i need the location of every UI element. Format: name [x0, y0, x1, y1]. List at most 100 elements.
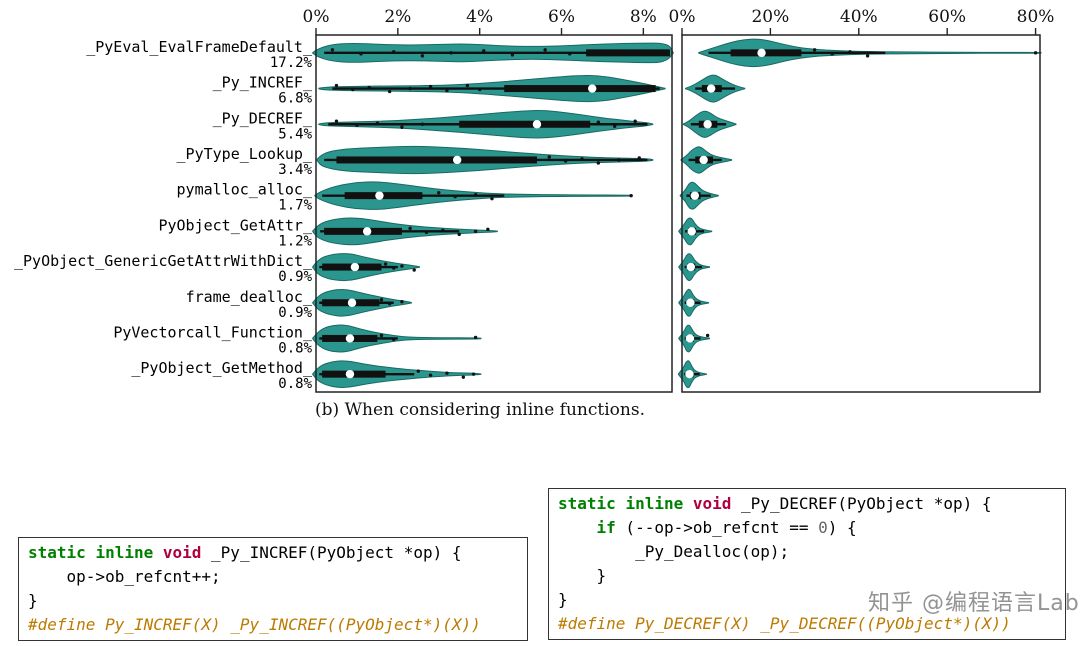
row-label-percent: 17.2% — [270, 55, 313, 71]
median-dot — [362, 227, 372, 236]
box-bar — [504, 85, 656, 93]
median-dot — [690, 191, 700, 200]
code-token: } — [28, 591, 38, 610]
data-point-dot — [445, 88, 449, 93]
row-label-percent: 1.2% — [278, 233, 312, 249]
data-point-dot — [830, 52, 834, 56]
data-point-dot — [424, 230, 429, 235]
row-label-percent: 1.7% — [278, 198, 312, 214]
number-token: 0 — [818, 518, 828, 537]
preprocessor-token: #define Py_DECREF(X) _Py_DECREF((PyObjec… — [558, 614, 1011, 633]
data-point-dot — [387, 302, 392, 306]
code-line: #define Py_DECREF(X) _Py_DECREF((PyObjec… — [558, 612, 1056, 636]
row-label-function: PyObject_GetAttr_ — [158, 216, 312, 234]
code-line: } — [558, 588, 1056, 612]
code-line: static inline void _Py_INCREF(PyObject *… — [28, 541, 518, 565]
data-point-dot — [437, 190, 441, 195]
data-point-dot — [383, 262, 388, 266]
code-token: op->ob_refcnt++; — [28, 567, 221, 586]
data-point-dot — [471, 372, 476, 376]
code-listing-decref: static inline void _Py_DECREF(PyObject *… — [548, 488, 1066, 640]
data-point-dot — [473, 192, 478, 197]
data-point-dot — [392, 266, 396, 270]
box-bar — [459, 120, 591, 128]
box-bar — [336, 156, 537, 164]
axis-tick-label: 0% — [303, 7, 330, 27]
code-token — [616, 494, 626, 513]
axis-tick-label: 40% — [840, 7, 878, 27]
row-label-percent: 5.4% — [278, 126, 312, 142]
data-point-dot — [543, 48, 547, 52]
data-point-dot — [633, 119, 637, 123]
row-label-percent: 3.4% — [278, 162, 312, 178]
data-point-dot — [465, 83, 470, 88]
axis-tick-label: 6% — [548, 7, 575, 27]
axis-tick-label: 4% — [466, 7, 493, 27]
data-point-dot — [392, 50, 396, 54]
median-dot — [350, 262, 360, 272]
data-point-dot — [563, 159, 568, 163]
data-point-dot — [375, 121, 380, 125]
axis-tick-label: 20% — [751, 7, 789, 27]
data-point-dot — [812, 48, 817, 52]
data-point-dot — [477, 87, 482, 92]
code-token: _Py_Dealloc(op); — [558, 542, 790, 561]
data-point-dot — [449, 51, 453, 55]
code-line: if (--op->ob_refcnt == 0) { — [558, 516, 1056, 540]
type-token: void — [692, 494, 732, 513]
data-point-dot — [420, 54, 425, 58]
median-dot — [347, 298, 357, 307]
median-dot — [685, 334, 695, 343]
type-token: void — [162, 543, 202, 562]
data-point-dot — [367, 85, 371, 90]
code-listing-incref: static inline void _Py_INCREF(PyObject *… — [18, 537, 528, 641]
data-point-dot — [461, 375, 466, 379]
data-point-dot — [441, 228, 445, 233]
median-dot — [588, 84, 597, 93]
data-point-dot — [445, 371, 449, 375]
median-dot — [685, 369, 694, 379]
code-line: #define Py_INCREF(X) _Py_INCREF((PyObjec… — [28, 613, 518, 637]
median-dot — [699, 155, 708, 165]
code-line: static inline void _Py_DECREF(PyObject *… — [558, 492, 1056, 516]
data-point-dot — [568, 52, 572, 56]
data-point-dot — [400, 264, 404, 268]
data-point-dot — [1033, 51, 1038, 55]
data-point-dot — [637, 156, 641, 160]
data-point-dot — [379, 333, 384, 338]
data-point-dot — [613, 124, 617, 128]
row-label-function: _PyObject_GenericGetAttrWithDict_ — [14, 252, 313, 270]
data-point-dot — [490, 196, 494, 201]
data-point-dot — [547, 155, 551, 159]
row-label-function: _PyEval_EvalFrameDefault_ — [86, 38, 313, 56]
code-token: } — [558, 590, 568, 609]
keyword-token: static — [558, 494, 616, 513]
data-point-dot — [330, 48, 335, 52]
data-point-dot — [596, 161, 601, 165]
data-point-dot — [428, 373, 433, 377]
data-point-dot — [473, 229, 478, 234]
data-point-dot — [510, 53, 515, 57]
code-token: } — [558, 566, 607, 585]
axis-tick-label: 2% — [384, 7, 411, 27]
keyword-token: static — [28, 543, 86, 562]
data-point-dot — [617, 158, 621, 162]
data-point-dot — [379, 298, 384, 302]
figure-caption: (b) When considering inline functions. — [315, 400, 645, 420]
row-label-percent: 0.9% — [278, 305, 312, 321]
row-label-function: frame_dealloc_ — [186, 288, 313, 306]
axis-tick-label: 60% — [928, 7, 966, 27]
violin-chart: 0% 2% 4% 6% 8% 0% 20% 40% 60% 80% _PyEval_EvalFram… — [14, 7, 1054, 393]
median-dot — [703, 120, 712, 129]
data-point-dot — [387, 89, 392, 94]
axis-tick-label: 8% — [630, 7, 657, 27]
data-point-dot — [416, 369, 420, 373]
preprocessor-token: #define Py_INCREF(X) _Py_INCREF((PyObjec… — [28, 615, 481, 634]
median-dot — [757, 48, 766, 58]
row-label-function: _Py_INCREF_ — [213, 74, 313, 92]
median-dot — [375, 191, 384, 200]
median-dot — [345, 369, 355, 379]
row-label-percent: 0.9% — [278, 269, 312, 285]
panel-border — [315, 34, 673, 393]
